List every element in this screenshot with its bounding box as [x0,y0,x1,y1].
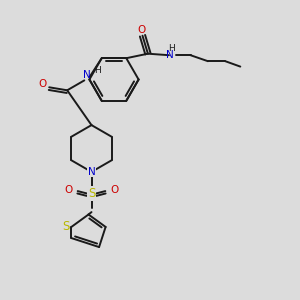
Text: S: S [88,187,95,200]
Text: O: O [137,25,145,35]
Text: O: O [64,184,73,195]
Text: N: N [83,70,91,80]
Text: H: H [169,44,175,53]
Text: O: O [110,184,118,195]
Text: O: O [38,79,47,89]
Text: N: N [166,50,174,60]
Text: N: N [88,167,95,177]
Text: S: S [62,220,70,233]
Text: H: H [94,66,101,75]
